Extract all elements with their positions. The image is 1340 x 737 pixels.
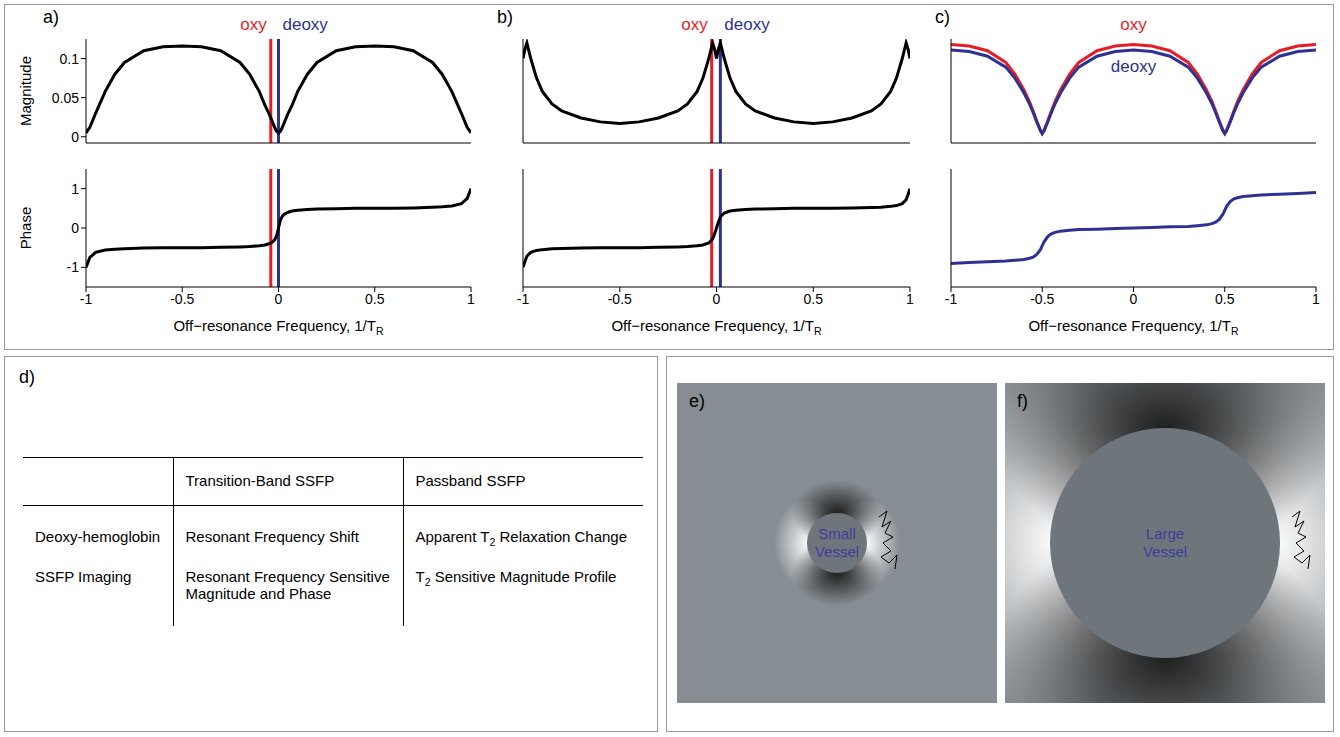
- html-text:Resonant Frequency Shift: Resonant Frequency Shift: [185, 528, 359, 545]
- svg-text:0: 0: [1130, 291, 1138, 307]
- html-text:Deoxy-hemoglobin: Deoxy-hemoglobin: [35, 528, 161, 545]
- svg-text:-1: -1: [80, 291, 93, 307]
- html-text:Passband SSFP: Passband SSFP: [415, 472, 526, 489]
- svg-text:-0.5: -0.5: [170, 291, 194, 307]
- html-text:b): b): [497, 7, 513, 27]
- html-text:T2Sensitive Magnitude Profile: T2Sensitive Magnitude Profile: [415, 568, 617, 588]
- svg-text:e): e): [689, 391, 705, 411]
- svg-text:-1: -1: [67, 259, 80, 275]
- svg-text:0: 0: [71, 129, 79, 145]
- svg-text:0.1: 0.1: [60, 51, 80, 67]
- svg-text:0: 0: [71, 220, 79, 236]
- html-text:oxy: oxy: [1120, 15, 1147, 34]
- html-text:oxy: oxy: [681, 15, 708, 34]
- html-text:Off−resonance Frequency, 1/ TR: Off−resonance Frequency, 1/ TR: [1028, 317, 1239, 337]
- svg-text:0: 0: [713, 291, 721, 307]
- html-text:d): d): [19, 367, 35, 387]
- html-text:deoxy: deoxy: [724, 15, 770, 34]
- html-text:Off−resonance Frequency, 1/ TR: Off−resonance Frequency, 1/ TR: [611, 317, 822, 337]
- html-text:deoxy: deoxy: [1110, 57, 1157, 76]
- svg-text:1: 1: [467, 291, 475, 307]
- html-text:oxy: oxy: [240, 15, 267, 34]
- html-text:c): c): [935, 7, 950, 27]
- html-text:SSFP Imaging: SSFP Imaging: [35, 568, 132, 585]
- svg-text:0: 0: [275, 291, 283, 307]
- svg-text:LargeVessel: LargeVessel: [1143, 525, 1187, 560]
- svg-text:1: 1: [71, 181, 79, 197]
- svg-text:0.5: 0.5: [365, 291, 385, 307]
- html-text:Phase: Phase: [16, 206, 34, 250]
- svg-text:0.05: 0.05: [52, 90, 79, 106]
- svg-text:SmallVessel: SmallVessel: [815, 525, 859, 560]
- svg-text:1: 1: [906, 291, 914, 307]
- svg-text:-1: -1: [517, 291, 530, 307]
- svg-text:1: 1: [1312, 291, 1320, 307]
- svg-text:0.5: 0.5: [804, 291, 824, 307]
- html-text:deoxy: deoxy: [282, 15, 328, 34]
- svg-text:-0.5: -0.5: [1030, 291, 1054, 307]
- html-text:Resonant Frequency Sensitive M: Resonant Frequency Sensitive Magnitude a…: [185, 568, 390, 602]
- html-text:Magnitude: Magnitude: [16, 56, 34, 126]
- html-text:Off−resonance Frequency, 1/ TR: Off−resonance Frequency, 1/ TR: [173, 317, 384, 337]
- svg-text:0.5: 0.5: [1215, 291, 1235, 307]
- html-text:a): a): [43, 7, 59, 27]
- svg-text:f): f): [1017, 391, 1028, 411]
- svg-text:-0.5: -0.5: [608, 291, 632, 307]
- html-text:Apparent T2Relaxation Change: Apparent T2Relaxation Change: [415, 528, 628, 548]
- svg-text:-1: -1: [945, 291, 958, 307]
- html-text:Transition-Band SSFP: Transition-Band SSFP: [185, 472, 335, 489]
